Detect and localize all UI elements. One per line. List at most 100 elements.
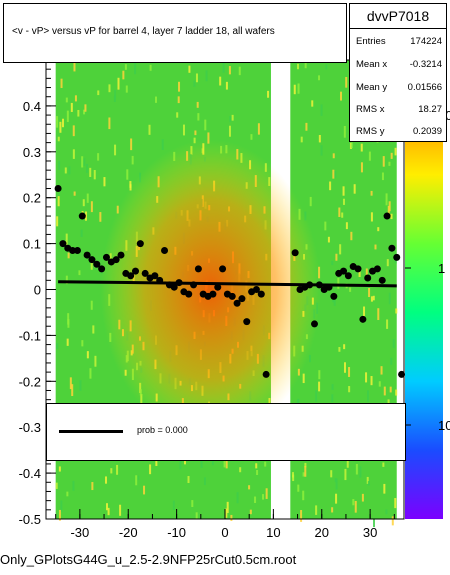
density-speckle [225,81,228,90]
density-speckle [340,91,343,101]
density-speckle [179,459,182,470]
density-speckle [315,390,318,402]
density-speckle [66,491,69,497]
density-speckle [178,81,181,92]
density-speckle [143,485,146,495]
profile-point [359,315,367,323]
density-speckle [394,147,397,156]
stat-value: -0.3214 [409,59,442,70]
density-speckle [325,64,328,70]
density-speckle [382,462,385,467]
profile-point [127,272,135,280]
density-speckle [392,339,395,348]
density-speckle [361,493,364,502]
density-speckle [58,160,61,170]
density-speckle [72,125,75,137]
density-speckle [80,229,83,238]
density-speckle [308,355,311,363]
density-speckle [250,134,253,140]
density-speckle [60,78,63,89]
density-speckle [332,169,335,179]
density-speckle [315,505,318,515]
density-speckle [348,386,351,393]
density-speckle [320,145,323,156]
profile-point [117,251,125,259]
profile-point [306,281,314,289]
density-speckle [297,484,300,492]
colorbar-tick-label: 1 [438,261,445,276]
density-speckle [195,512,198,519]
density-speckle [331,384,334,390]
density-speckle [391,516,394,526]
density-speckle [343,362,346,373]
profile-point [257,290,265,298]
density-speckle [302,490,305,501]
density-speckle [172,500,175,511]
density-speckle [256,469,259,476]
legend-line-swatch [59,430,123,433]
density-speckle [225,508,228,518]
density-speckle [134,62,137,75]
density-speckle [390,213,393,220]
density-speckle [377,308,380,321]
density-speckle [149,464,152,475]
density-speckle [155,459,158,466]
density-speckle [264,461,267,467]
density-speckle [82,199,85,207]
density-speckle [56,216,59,227]
density-speckle [188,65,191,73]
density-speckle [56,343,59,349]
density-speckle [203,477,206,486]
density-speckle [89,368,92,379]
density-speckle [318,381,321,392]
density-speckle [292,474,295,482]
density-speckle [370,296,373,302]
density-speckle [90,259,93,270]
x-tick-label: 20 [315,525,329,540]
density-speckle [65,275,68,285]
profile-point [383,212,391,220]
density-speckle [70,102,73,112]
density-speckle [65,233,68,245]
density-speckle [331,507,334,513]
profile-point [219,265,227,273]
density-speckle [94,355,97,367]
density-speckle [97,153,100,161]
density-speckle [293,84,296,95]
density-speckle [229,116,232,122]
density-speckle [360,143,363,152]
profile-point [291,249,299,257]
density-speckle [57,136,60,142]
density-speckle [388,161,391,166]
profile-point [112,256,120,264]
density-speckle [92,325,95,334]
stat-value: 0.2039 [412,126,442,137]
density-speckle [79,380,82,391]
density-speckle [334,171,337,179]
density-speckle [348,367,351,377]
density-speckle [394,498,397,509]
density-speckle [207,132,210,144]
density-speckle [154,96,157,103]
density-speckle [191,500,194,507]
density-speckle [372,295,375,301]
density-speckle [349,287,352,292]
density-speckle [366,476,369,484]
legend-box: prob = 0.000 [46,403,406,461]
density-speckle [64,167,67,174]
density-speckle [365,372,368,383]
density-speckle [370,190,373,196]
density-speckle [84,104,87,112]
stat-label: Mean x [356,59,388,70]
profile-point [325,283,333,291]
density-speckle [93,170,96,180]
title-box: <v - vP> versus vP for barrel 4, layer 7… [3,3,347,63]
density-speckle [124,64,127,70]
footer-filename: Only_GPlotsG44G_u_2.5-2.9NFP25rCut0.5cm.… [0,552,297,567]
density-speckle [67,313,70,325]
density-speckle [195,73,198,83]
stat-value: 174224 [410,36,442,47]
profile-point [156,276,164,284]
density-speckle [66,338,69,346]
density-speckle [231,114,234,121]
